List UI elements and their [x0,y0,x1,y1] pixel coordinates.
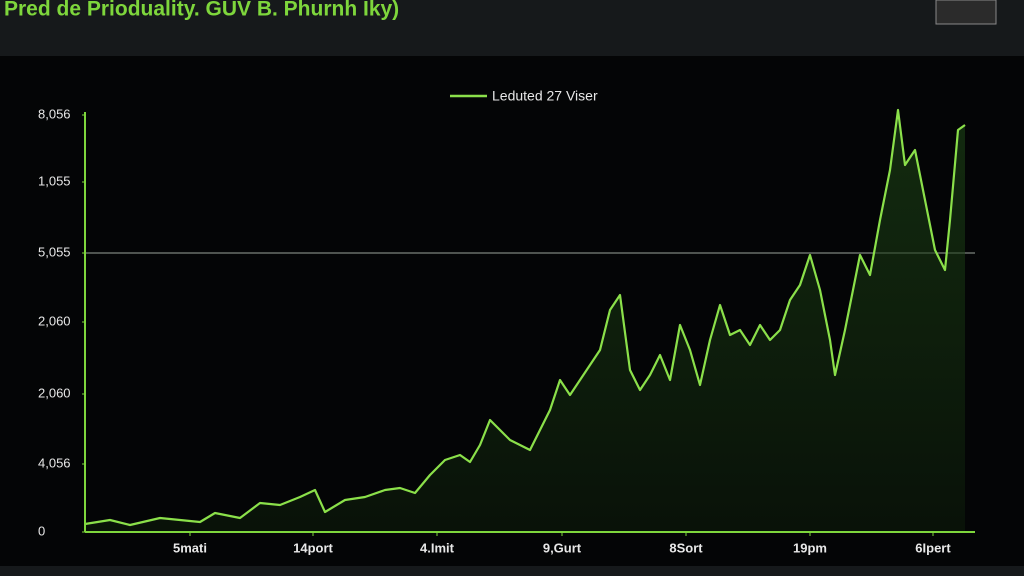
area-fill [85,110,965,532]
y-tick-label: 0 [38,523,45,538]
y-tick-label: 5,055 [38,244,71,259]
y-tick-label: 8,056 [38,106,71,121]
x-tick-label: 5mati [173,540,207,555]
logo [935,0,997,25]
y-tick-label: 2,060 [38,385,71,400]
x-tick-label: 14port [293,540,333,555]
x-tick-label: 4.Imit [420,540,455,555]
y-tick-label: 4,056 [38,455,71,470]
line [84,108,966,527]
x-tick-label: 9,Gurt [543,540,582,555]
x-tick-label: 8Sort [669,540,703,555]
y-tick-label: 1,055 [38,173,71,188]
x-tick-label: 19pm [793,540,827,555]
x-tick-label: 6Ipert [915,540,951,555]
legend-label: Leduted 27 Viser [492,88,598,104]
y-tick-label: 2,060 [38,313,71,328]
chart-title: Pred de Prioduality. GUV B. Phurnh Iky) [4,0,399,21]
